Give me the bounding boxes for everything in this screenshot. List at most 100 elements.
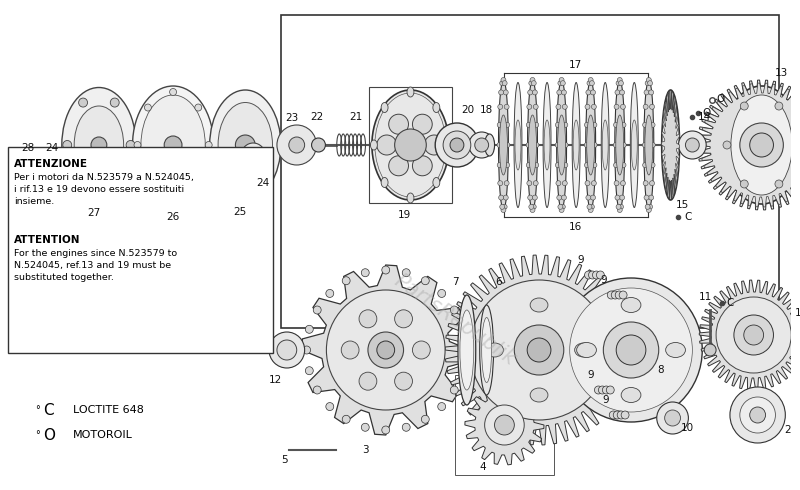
Circle shape: [359, 310, 377, 328]
Circle shape: [377, 341, 394, 359]
Circle shape: [110, 98, 119, 107]
Circle shape: [526, 122, 531, 127]
Circle shape: [126, 141, 135, 149]
Ellipse shape: [557, 80, 566, 210]
Ellipse shape: [407, 193, 414, 203]
Circle shape: [775, 102, 783, 110]
Text: 17: 17: [569, 60, 582, 70]
Circle shape: [775, 180, 783, 188]
Circle shape: [394, 310, 413, 328]
Circle shape: [359, 372, 377, 390]
Text: C: C: [685, 212, 692, 222]
Circle shape: [587, 81, 592, 86]
Ellipse shape: [577, 343, 597, 358]
Circle shape: [570, 288, 692, 412]
Ellipse shape: [458, 295, 476, 405]
Circle shape: [530, 207, 535, 213]
Circle shape: [614, 181, 619, 186]
Circle shape: [734, 315, 774, 355]
Circle shape: [503, 195, 508, 200]
Circle shape: [497, 143, 502, 147]
Text: 14: 14: [698, 112, 711, 122]
Circle shape: [63, 141, 72, 149]
Circle shape: [435, 123, 478, 167]
Ellipse shape: [407, 87, 414, 97]
Circle shape: [563, 122, 568, 127]
Text: 2: 2: [784, 425, 790, 435]
Circle shape: [498, 104, 502, 109]
Circle shape: [534, 104, 538, 109]
Circle shape: [597, 271, 604, 279]
Circle shape: [557, 90, 562, 95]
Circle shape: [402, 269, 410, 277]
Ellipse shape: [133, 86, 214, 204]
Circle shape: [587, 204, 592, 209]
Text: 13: 13: [774, 68, 788, 78]
Polygon shape: [700, 83, 800, 207]
Ellipse shape: [621, 388, 641, 402]
Circle shape: [750, 133, 774, 157]
Circle shape: [585, 163, 590, 168]
Circle shape: [562, 181, 567, 186]
Text: 15: 15: [676, 200, 689, 210]
Circle shape: [716, 297, 791, 373]
Circle shape: [394, 372, 413, 390]
Circle shape: [563, 143, 568, 147]
Circle shape: [450, 386, 458, 394]
Ellipse shape: [574, 343, 593, 357]
Circle shape: [527, 104, 532, 109]
Circle shape: [529, 204, 534, 209]
Circle shape: [461, 346, 469, 354]
Text: 3: 3: [362, 445, 370, 455]
Text: ATTENZIONE: ATTENZIONE: [14, 159, 88, 169]
Circle shape: [195, 104, 202, 111]
Ellipse shape: [644, 80, 654, 210]
Text: 12: 12: [268, 375, 282, 385]
Circle shape: [644, 195, 649, 200]
Polygon shape: [699, 280, 800, 390]
Circle shape: [560, 204, 566, 209]
Circle shape: [526, 163, 531, 168]
Circle shape: [531, 81, 536, 86]
Circle shape: [458, 367, 466, 375]
Polygon shape: [302, 265, 470, 435]
Circle shape: [530, 77, 535, 82]
Circle shape: [534, 181, 538, 186]
Circle shape: [134, 142, 141, 148]
Text: 7: 7: [452, 277, 458, 287]
Circle shape: [289, 137, 305, 153]
Text: ATTENTION: ATTENTION: [14, 235, 80, 245]
Bar: [8, 147, 273, 353]
Circle shape: [206, 142, 212, 148]
Circle shape: [615, 291, 623, 299]
Circle shape: [657, 402, 688, 434]
Circle shape: [500, 204, 505, 209]
Circle shape: [590, 195, 595, 200]
Circle shape: [590, 204, 594, 209]
Ellipse shape: [621, 297, 641, 313]
Circle shape: [498, 195, 503, 200]
Circle shape: [556, 181, 561, 186]
Circle shape: [170, 89, 177, 96]
Ellipse shape: [544, 120, 550, 170]
Circle shape: [619, 291, 627, 299]
Text: 9: 9: [578, 255, 584, 265]
Text: O: O: [716, 94, 724, 104]
Polygon shape: [698, 80, 800, 210]
Circle shape: [590, 81, 594, 86]
Circle shape: [616, 204, 621, 209]
Ellipse shape: [460, 310, 474, 390]
Circle shape: [311, 138, 326, 152]
Circle shape: [592, 143, 597, 147]
Text: 25: 25: [234, 207, 247, 217]
Circle shape: [494, 415, 514, 435]
Circle shape: [502, 204, 507, 209]
Ellipse shape: [372, 90, 449, 200]
Circle shape: [584, 143, 589, 147]
Circle shape: [607, 291, 615, 299]
Circle shape: [642, 143, 647, 147]
Circle shape: [503, 90, 508, 95]
Text: C: C: [43, 402, 54, 417]
Circle shape: [618, 77, 622, 82]
Circle shape: [145, 179, 151, 186]
